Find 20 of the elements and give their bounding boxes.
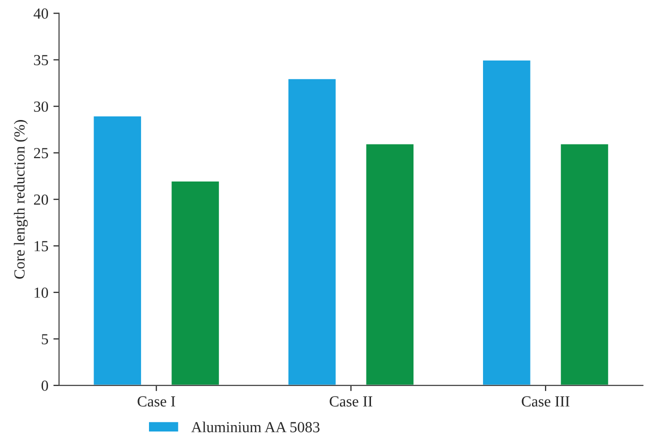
y-tick-label: 15 <box>34 241 48 252</box>
y-tick-label: 30 <box>34 101 48 112</box>
y-tick-label: 40 <box>34 8 48 19</box>
y-axis-title: Core length reduction (%) <box>14 120 28 279</box>
y-tick-label: 10 <box>34 288 48 298</box>
bar <box>364 142 415 386</box>
y-tick-label: 5 <box>42 334 48 344</box>
legend-label: Aluminium AA 5083 <box>191 422 320 432</box>
bar <box>287 78 338 386</box>
bar <box>92 114 142 386</box>
bar <box>559 142 610 386</box>
y-tick-label: 0 <box>42 380 48 391</box>
bar <box>482 59 532 386</box>
bar <box>170 180 220 386</box>
y-tick-label: 20 <box>34 194 48 205</box>
x-tick-label: Case III <box>522 396 570 407</box>
x-tick-label: Case I <box>138 396 176 407</box>
y-tick-label: 35 <box>34 54 48 66</box>
y-tick-label: 25 <box>34 148 48 158</box>
x-tick-label: Case II <box>330 396 372 407</box>
